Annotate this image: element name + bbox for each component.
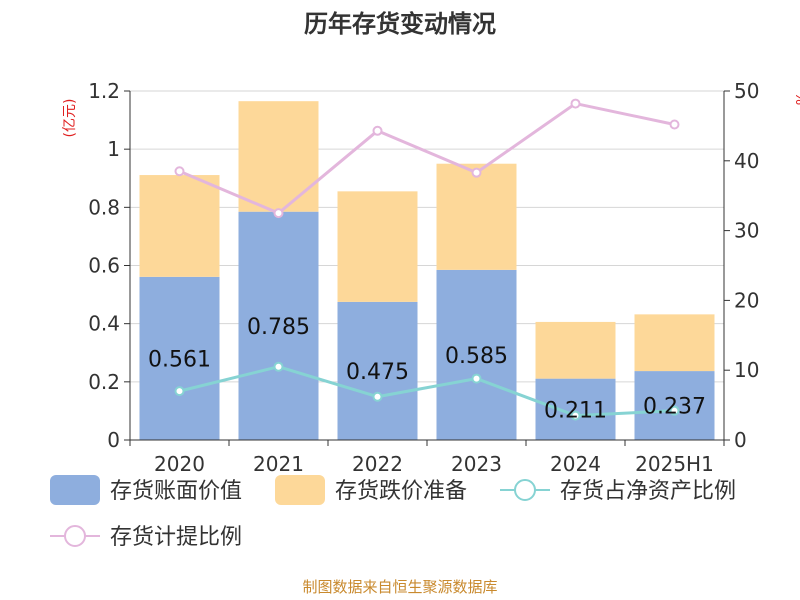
bar-存货账面价值-2025H1 (634, 371, 715, 440)
chart-title: 历年存货变动情况 (304, 10, 496, 38)
point-存货计提比例-2024 (570, 98, 581, 109)
point-存货占净资产比例-2023 (471, 373, 482, 384)
data-label: 0.237 (643, 395, 706, 420)
legend-marker-存货占净资产比例 (514, 479, 536, 501)
point-存货计提比例-2022 (372, 125, 383, 136)
data-label: 0.475 (346, 360, 409, 385)
y-right-tick-label: 30 (734, 219, 759, 243)
legend-swatch-存货跌价准备 (275, 475, 325, 505)
axes: 0 0.2 0.4 0.6 0.8 1 1.2 0 10 20 30 40 50 2020 2021 2022… (88, 79, 759, 476)
y-left-tick-label: 0.4 (88, 312, 120, 336)
x-tick-label: 2021 (253, 452, 304, 476)
line-存货计提比例 (178, 101, 675, 215)
y-left-tick-label: 0 (107, 428, 120, 452)
legend-label: 存货跌价准备 (335, 479, 467, 504)
y-left-unit: (亿元) (62, 99, 78, 138)
data-label: 0.785 (247, 315, 310, 340)
y-left-tick-label: 0.6 (88, 254, 120, 278)
point-存货占净资产比例-2025H1 (669, 405, 680, 416)
point-存货计提比例-2023 (471, 167, 482, 178)
data-label: 0.211 (544, 398, 607, 423)
source-note: 制图数据来自恒生聚源数据库 (302, 578, 497, 596)
bar-存货跌价准备-2024 (535, 321, 616, 379)
point-存货计提比例-2021 (273, 208, 284, 219)
x-tick-label: 2025H1 (635, 452, 714, 476)
legend-marker-存货计提比例 (64, 525, 86, 547)
point-存货计提比例-2020 (174, 166, 185, 177)
y-left-tick-label: 1 (107, 137, 120, 161)
point-存货计提比例-2025H1 (669, 119, 680, 130)
bar-存货跌价准备-2025H1 (634, 314, 715, 372)
bar-存货跌价准备-2020 (139, 175, 220, 277)
data-label: 0.585 (445, 344, 508, 369)
legend-label: 存货计提比例 (110, 525, 242, 550)
x-tick-label: 2022 (352, 452, 403, 476)
grid (130, 90, 724, 441)
legend-swatch-存货账面价值 (50, 475, 100, 505)
y-left-tick-label: 0.8 (88, 195, 120, 219)
bar-存货账面价值-2020 (139, 276, 220, 440)
lines (174, 98, 680, 421)
y-left-tick-label: 0.2 (88, 370, 120, 394)
x-tick-label: 2020 (154, 452, 205, 476)
legend-label: 存货占净资产比例 (560, 479, 736, 504)
x-tick-label: 2024 (550, 452, 601, 476)
point-存货占净资产比例-2024 (570, 410, 581, 421)
point-存货占净资产比例-2022 (372, 391, 383, 402)
data-label: 0.561 (148, 347, 211, 372)
x-tick-label: 2023 (451, 452, 502, 476)
bar-存货跌价准备-2021 (238, 101, 319, 212)
legend-label: 存货账面价值 (110, 479, 242, 504)
bar-存货跌价准备-2023 (436, 163, 517, 270)
data-labels: 0.561 0.785 0.475 0.585 0.211 0.237 (148, 315, 706, 423)
y-right-tick-label: 40 (734, 149, 759, 173)
y-right-tick-label: 10 (734, 358, 759, 382)
point-存货占净资产比例-2021 (273, 361, 284, 372)
bar-存货账面价值-2022 (337, 301, 418, 440)
y-right-tick-label: 0 (734, 428, 747, 452)
bar-存货跌价准备-2022 (337, 191, 418, 302)
y-right-tick-label: 50 (734, 79, 759, 103)
y-left-tick-label: 1.2 (88, 79, 120, 103)
line-存货占净资产比例 (179, 365, 675, 418)
bar-存货账面价值-2021 (238, 211, 319, 440)
bar-存货账面价值-2024 (535, 378, 616, 440)
y-right-tick-label: 20 (734, 288, 759, 312)
bar-存货账面价值-2023 (436, 269, 517, 440)
y-right-unit: % (792, 92, 800, 105)
bars (139, 101, 715, 440)
point-存货占净资产比例-2020 (174, 386, 185, 397)
